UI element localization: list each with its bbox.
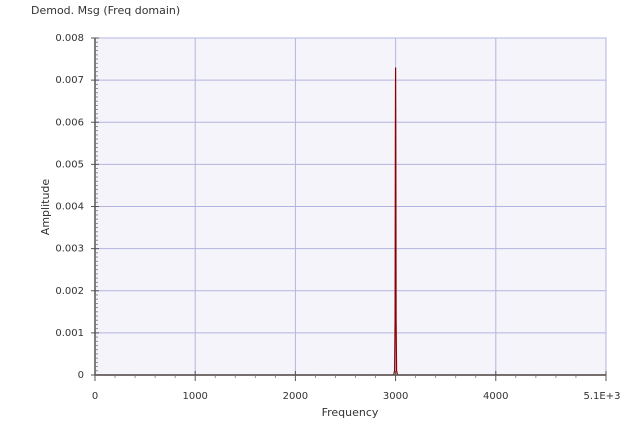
y-axis-title: Amplitude <box>39 179 52 236</box>
x-tick-label: 0 <box>92 391 98 402</box>
series-layer <box>95 67 606 376</box>
chart-title: Demod. Msg (Freq domain) <box>31 4 181 17</box>
x-tick-label: 1000 <box>182 391 207 402</box>
y-tick-label: 0.003 <box>55 244 84 255</box>
y-tick-label: 0.006 <box>55 117 84 128</box>
tick-labels: 0 0.001 0.002 0.003 0.004 0.005 0.006 0.007 0.00… <box>55 33 620 402</box>
y-tick-label: 0.004 <box>55 202 84 213</box>
x-tick-label: 3000 <box>383 391 408 402</box>
y-tick-label: 0.002 <box>55 286 84 297</box>
y-tick-label: 0 <box>78 370 84 381</box>
y-tick-label: 0.001 <box>55 328 84 339</box>
tick-marks <box>91 37 607 381</box>
series-line <box>95 67 606 376</box>
x-tick-label: 2000 <box>283 391 308 402</box>
y-tick-label: 0.008 <box>55 33 84 44</box>
grid-lines <box>95 37 607 375</box>
x-tick-label: 4000 <box>483 391 508 402</box>
x-tick-label: 5.1E+3 <box>584 391 621 402</box>
y-tick-label: 0.005 <box>55 159 84 170</box>
x-axis-title: Frequency <box>322 406 379 419</box>
y-tick-label: 0.007 <box>55 75 84 86</box>
